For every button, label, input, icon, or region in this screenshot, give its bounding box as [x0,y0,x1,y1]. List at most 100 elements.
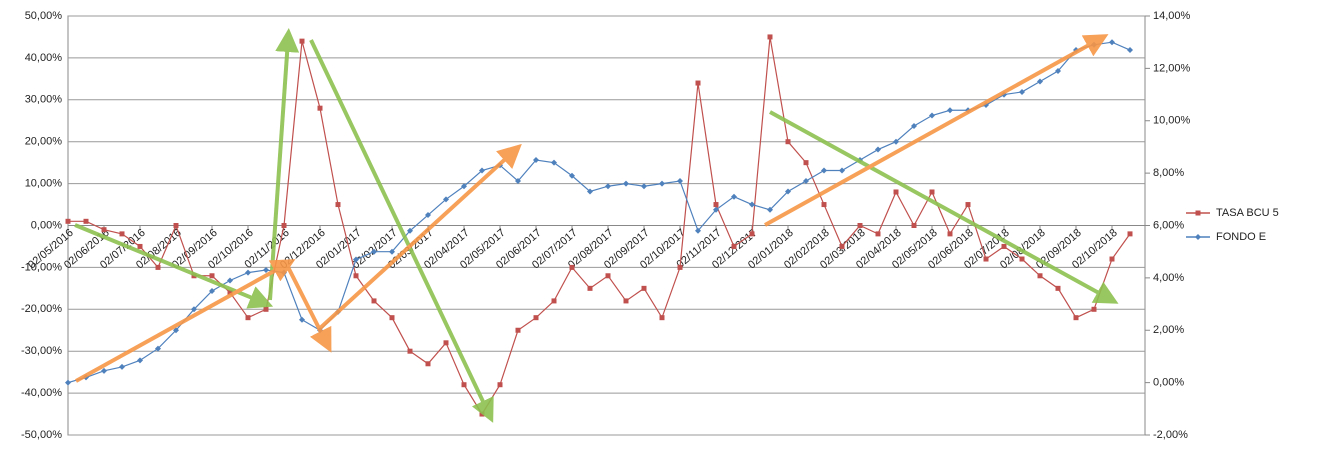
y-tick-label: 50,00% [25,10,63,22]
point [1019,88,1025,95]
point [1109,39,1115,46]
point [947,231,953,237]
point [551,159,557,166]
point [623,180,629,187]
point [803,160,809,166]
point [299,38,305,44]
y-tick-label: -30,00% [21,345,62,357]
point [641,285,647,291]
point [1037,273,1043,279]
y2-tick-label: 2,00% [1153,324,1184,336]
point [767,206,773,213]
point [371,248,377,255]
point [857,223,863,228]
point [443,340,449,346]
point [785,188,791,195]
point [299,316,305,323]
point [1127,231,1133,237]
point [947,107,953,114]
point [137,243,143,249]
y2-tick-label: 6,00% [1153,219,1184,231]
legend-label: TASA BCU 5 [1216,207,1279,219]
point [893,189,899,195]
point [1037,78,1043,85]
point [1019,256,1025,262]
point [245,269,251,276]
point [875,146,881,153]
y2-tick-label: 10,00% [1153,115,1191,127]
point [461,183,467,190]
point [101,367,107,374]
y-tick-label: 10,00% [25,178,63,190]
point [317,105,323,111]
point [569,264,575,270]
y-tick-label: 20,00% [25,136,63,148]
y-tick-label: -50,00% [21,429,62,441]
point [659,180,665,187]
point [425,361,431,367]
point [227,277,233,284]
point [497,382,503,388]
point [803,177,809,184]
point [335,202,341,208]
point [173,223,179,228]
y2-tick-label: 4,00% [1153,272,1184,284]
point [1073,315,1079,321]
point [965,202,971,208]
y-tick-label: -40,00% [21,387,62,399]
y2-tick-label: 14,00% [1153,10,1191,22]
point [479,167,485,174]
y-tick-label: 30,00% [25,94,63,106]
point [713,206,719,213]
point [695,80,701,86]
point [713,202,719,208]
point [1055,67,1061,74]
point [677,177,683,184]
point [119,231,125,237]
point [515,327,521,333]
point [821,202,827,208]
y-tick-label: 0,00% [31,219,62,231]
point [533,157,539,164]
point [695,227,701,234]
point [731,193,737,200]
point [65,379,71,386]
point [623,298,629,304]
point [821,167,827,174]
point [839,167,845,174]
point [263,306,269,312]
point [785,139,791,145]
point [1091,306,1097,312]
point [551,298,557,304]
point [137,357,143,364]
point [83,218,89,224]
legend-marker [1195,210,1201,216]
legend-label: FONDO E [1216,231,1266,243]
point [209,273,215,279]
point [407,348,413,354]
point [731,243,737,249]
y2-tick-label: 12,00% [1153,62,1191,74]
point [839,243,845,249]
point [605,273,611,279]
point [587,188,593,195]
point [911,223,917,228]
point [371,298,377,304]
point [929,112,935,119]
point [641,183,647,190]
point [929,189,935,195]
point [65,218,71,224]
point [425,212,431,219]
point [407,227,413,234]
point [389,315,395,321]
point [911,122,917,129]
point [605,183,611,190]
y2-tick-label: 8,00% [1153,167,1184,179]
point [983,256,989,262]
point [461,382,467,388]
point [479,411,485,417]
y2-tick-label: -2,00% [1153,429,1188,441]
point [1127,47,1133,54]
y-tick-label: -20,00% [21,303,62,315]
